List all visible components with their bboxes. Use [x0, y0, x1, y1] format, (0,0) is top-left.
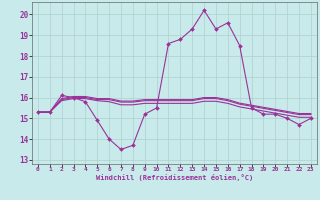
- X-axis label: Windchill (Refroidissement éolien,°C): Windchill (Refroidissement éolien,°C): [96, 174, 253, 181]
